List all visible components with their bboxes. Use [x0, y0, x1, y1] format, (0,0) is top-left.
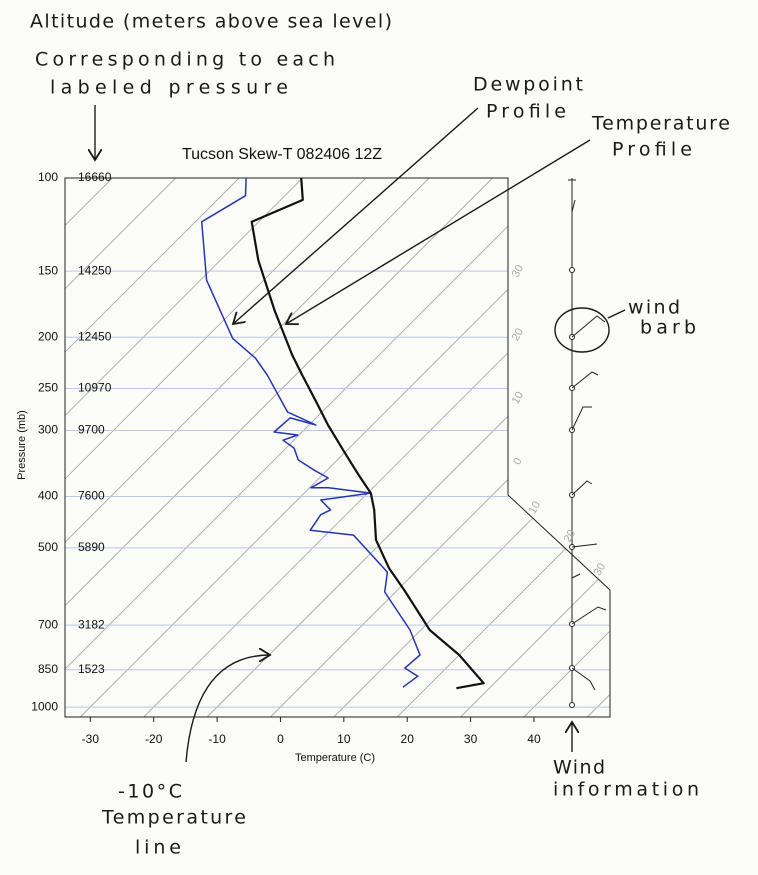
- x-tick-label: 10: [337, 732, 351, 746]
- y-axis-label: Pressure (mb): [16, 410, 28, 480]
- annotation-text: Temperature: [591, 113, 730, 135]
- x-tick-label: -20: [145, 732, 163, 746]
- y-tick-label: 700: [38, 617, 58, 631]
- annotation-text: information: [553, 779, 699, 801]
- annotation-text: barb: [640, 317, 696, 339]
- y-tick-label: 250: [38, 381, 58, 395]
- profile-line: [250, 178, 485, 690]
- altitude-label: 1523: [78, 662, 105, 676]
- altitude-label: 14250: [78, 263, 112, 277]
- wind-panel: [568, 178, 607, 708]
- isotherm-label: 30: [592, 561, 609, 578]
- y-tick-label: 100: [38, 170, 58, 184]
- isotherm: [65, 178, 430, 717]
- altitude-label: 16660: [78, 170, 112, 184]
- annotation-text: Altitude (meters above sea level): [30, 11, 392, 33]
- profiles: [200, 178, 485, 690]
- x-axis-label: Temperature (C): [295, 752, 375, 764]
- y-tick-label: 500: [38, 540, 58, 554]
- annotation-text: Dewpoint: [473, 74, 583, 96]
- isotherm-label: 10: [510, 390, 527, 407]
- x-tick-label: -10: [208, 732, 226, 746]
- isotherm: [396, 178, 610, 717]
- y-tick-label: 300: [38, 423, 58, 437]
- y-tick-label: 200: [38, 329, 58, 343]
- annotations: Altitude (meters above sea level) Corres…: [30, 11, 730, 859]
- isotherm: [65, 178, 303, 717]
- isotherm-label: 20: [562, 528, 579, 545]
- arrow: [233, 107, 479, 324]
- annotation-text: labeled pressure: [50, 77, 288, 99]
- altitude-label: 7600: [78, 489, 105, 503]
- annotation-text: Profile: [612, 139, 692, 161]
- isotherm-label: 30: [510, 263, 527, 280]
- annotation-text: wind: [628, 297, 680, 319]
- altitude-label: 3182: [78, 617, 105, 631]
- annotation-text: Wind: [553, 757, 605, 779]
- isotherm: [270, 178, 610, 717]
- annotation-text: line: [135, 837, 181, 859]
- isotherm: [65, 178, 177, 717]
- y-tick-label: 400: [38, 489, 58, 503]
- annotation-text: Corresponding to each: [35, 49, 335, 71]
- y-tick-label: 150: [38, 263, 58, 277]
- grid: [65, 178, 610, 717]
- isotherm-label: 0: [511, 456, 524, 467]
- altitude-label: 10970: [78, 381, 112, 395]
- isotherm: [460, 178, 610, 717]
- x-tick-label: 30: [464, 732, 478, 746]
- isotherm: [523, 178, 610, 717]
- altitude-label: 9700: [78, 423, 105, 437]
- y-tick-label: 1000: [31, 699, 58, 713]
- isotherm: [65, 178, 557, 717]
- y-tick-label: 850: [38, 662, 58, 676]
- wind-barbs: [568, 179, 607, 691]
- x-tick-label: 0: [277, 732, 284, 746]
- isotherm: [65, 178, 367, 717]
- altitude-label: 5890: [78, 540, 105, 554]
- arrow: [185, 655, 270, 763]
- isotherm: [65, 178, 240, 717]
- isotherm: [587, 178, 610, 717]
- isotherm: [65, 178, 493, 717]
- chart-title: Tucson Skew-T 082406 12Z: [182, 146, 382, 163]
- altitude-label: 12450: [78, 329, 112, 343]
- isotherm: [333, 178, 610, 717]
- annotation-text: Profile: [486, 101, 566, 123]
- annotation-text: Temperature: [101, 807, 246, 829]
- profile-line: [200, 178, 421, 688]
- plot-border: [64, 177, 611, 718]
- isotherm: [206, 178, 610, 717]
- highlight-ellipse: [554, 307, 610, 353]
- annotation-text: -10°C: [118, 781, 182, 803]
- x-tick-label: 40: [527, 732, 541, 746]
- isotherm-label: 10: [527, 499, 544, 516]
- x-tick-label: 20: [401, 732, 415, 746]
- x-tick-label: -30: [82, 732, 100, 746]
- isotherm-label: 20: [510, 326, 527, 343]
- isotherm: [80, 178, 610, 717]
- arrow: [286, 139, 591, 324]
- arrow: [607, 309, 626, 319]
